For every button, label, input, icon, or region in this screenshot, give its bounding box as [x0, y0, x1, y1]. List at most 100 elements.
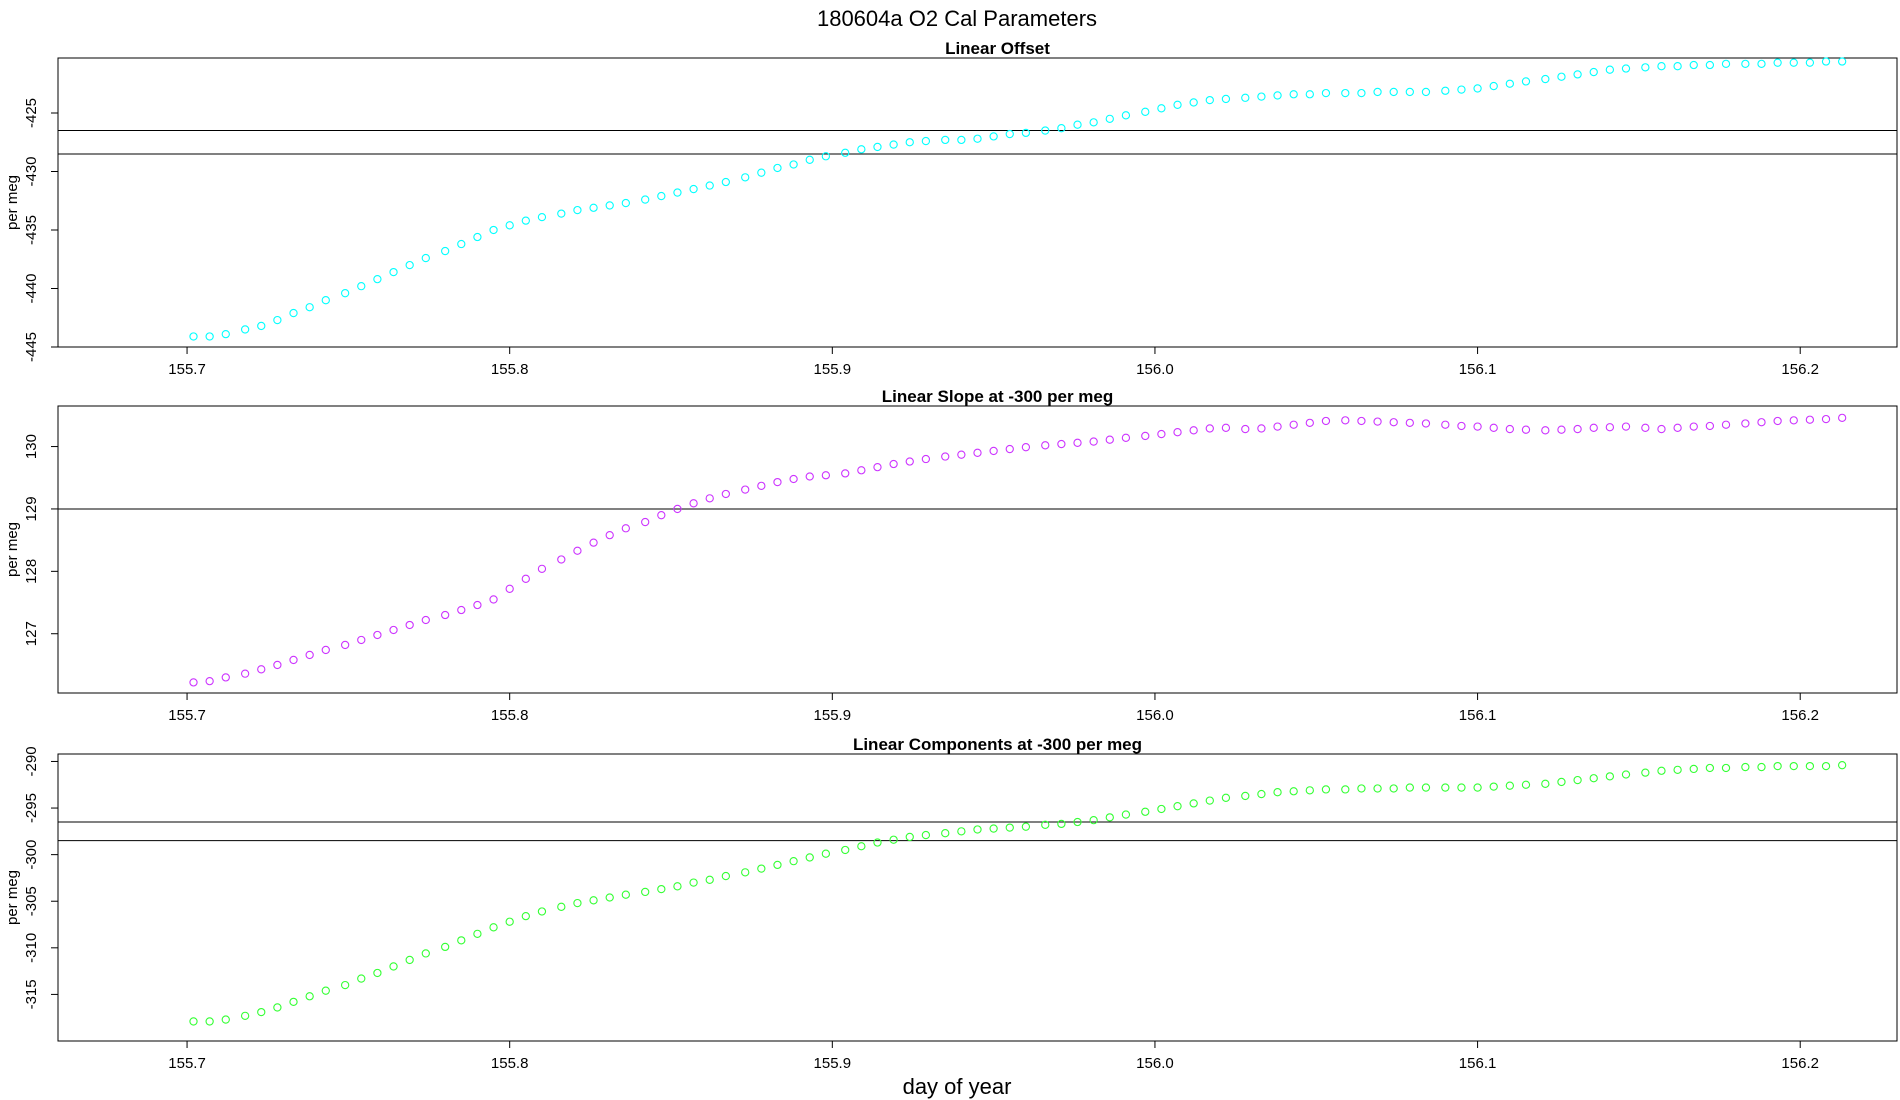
data-point — [421, 949, 430, 958]
data-point — [1041, 126, 1050, 135]
data-point — [405, 620, 414, 630]
data-point — [1389, 87, 1398, 97]
data-point — [1289, 90, 1298, 99]
data-point — [221, 1015, 230, 1024]
data-point — [441, 246, 450, 256]
data-point — [1673, 765, 1682, 774]
data-point — [1573, 424, 1582, 434]
x-tick-label: 156.0 — [1136, 1055, 1174, 1072]
data-point — [605, 201, 614, 210]
data-point — [1005, 823, 1014, 832]
data-point — [1641, 423, 1650, 432]
data-point — [1089, 816, 1098, 825]
data-point — [1773, 58, 1782, 67]
data-point — [321, 296, 330, 305]
data-point — [421, 615, 430, 625]
data-point — [757, 481, 766, 491]
data-point — [1757, 59, 1766, 69]
data-point — [1489, 423, 1498, 432]
data-point — [340, 980, 350, 990]
data-point — [1705, 763, 1715, 773]
data-point — [1121, 433, 1131, 442]
data-point — [557, 902, 566, 911]
data-point — [321, 645, 330, 655]
data-point — [441, 942, 450, 952]
data-point — [1041, 820, 1050, 829]
data-point — [1489, 81, 1498, 91]
data-point — [273, 1003, 282, 1012]
data-point — [1321, 88, 1331, 98]
data-point — [621, 198, 630, 208]
data-point — [189, 678, 198, 687]
data-point — [357, 282, 366, 291]
data-point — [1005, 129, 1014, 139]
data-point — [1541, 779, 1550, 788]
data-point — [741, 485, 750, 494]
data-point — [1321, 416, 1331, 426]
data-point — [1589, 774, 1598, 783]
data-point — [1205, 796, 1214, 805]
y-tick-label: -310 — [23, 933, 40, 963]
data-point — [205, 676, 214, 686]
data-point — [289, 308, 298, 318]
data-point — [1641, 768, 1650, 777]
data-point — [589, 896, 598, 905]
x-tick-label: 156.0 — [1136, 361, 1174, 378]
data-point — [921, 136, 931, 146]
data-point — [1705, 421, 1715, 431]
data-point — [973, 448, 982, 457]
data-point — [289, 997, 298, 1007]
data-point — [1273, 788, 1282, 797]
data-point — [1357, 416, 1366, 426]
data-point — [441, 610, 450, 620]
data-point — [1089, 118, 1098, 127]
data-point — [1305, 90, 1314, 99]
data-point — [821, 849, 831, 858]
data-point — [905, 832, 914, 842]
data-point — [1141, 807, 1150, 816]
x-tick-label: 155.7 — [168, 1055, 206, 1072]
data-point — [789, 857, 798, 866]
data-point — [1221, 423, 1231, 432]
data-point — [1741, 419, 1750, 428]
data-point — [1521, 425, 1531, 434]
data-point — [941, 135, 950, 145]
data-point — [1757, 418, 1766, 427]
data-point — [1573, 775, 1582, 785]
data-point — [1689, 764, 1698, 774]
data-point — [473, 232, 482, 242]
data-point — [1305, 786, 1314, 795]
data-point — [489, 923, 498, 932]
data-point — [1405, 418, 1414, 427]
y-axis-label: per meg — [4, 175, 21, 230]
data-point — [1473, 783, 1482, 792]
data-point — [505, 221, 514, 230]
data-point — [1589, 423, 1598, 432]
data-point — [1421, 783, 1431, 792]
data-point — [1157, 104, 1166, 113]
data-point — [257, 321, 266, 331]
data-point — [1789, 58, 1798, 67]
y-tick-label: 129 — [23, 496, 40, 521]
data-point — [1121, 111, 1131, 120]
data-point — [257, 1007, 266, 1017]
x-tick-label: 155.8 — [491, 1055, 529, 1072]
x-tick-label: 156.1 — [1459, 1055, 1497, 1072]
data-point — [1157, 429, 1166, 439]
data-point — [757, 864, 766, 873]
x-axis-label: day of year — [903, 1074, 1012, 1099]
y-tick-label: -445 — [23, 332, 40, 362]
data-point — [1457, 421, 1466, 431]
data-point — [1389, 784, 1398, 793]
data-point — [673, 188, 682, 197]
data-point — [273, 660, 282, 670]
data-point — [573, 898, 582, 908]
figure-title: 180604a O2 Cal Parameters — [817, 6, 1097, 31]
data-point — [841, 148, 850, 157]
x-tick-label: 156.1 — [1459, 361, 1497, 378]
data-point — [1505, 781, 1514, 790]
data-point — [1257, 92, 1266, 101]
data-point — [857, 842, 866, 851]
data-point — [1205, 95, 1214, 105]
